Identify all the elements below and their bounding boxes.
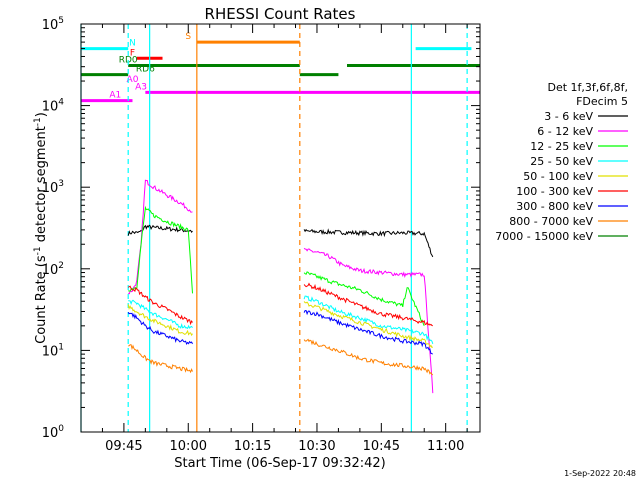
y-tick-label: 105 bbox=[42, 16, 64, 33]
series-line bbox=[303, 295, 434, 345]
series-line bbox=[303, 282, 434, 327]
flag-label: N bbox=[129, 39, 136, 49]
legend-entry-label: 800 - 7000 keV bbox=[509, 215, 593, 228]
series-line bbox=[127, 311, 193, 345]
legend-entry-label: 100 - 300 keV bbox=[516, 185, 593, 198]
legend-entry-label: 300 - 800 keV bbox=[516, 200, 593, 213]
chart-title: RHESSI Count Rates bbox=[205, 5, 356, 23]
flag-label: A1 bbox=[109, 91, 121, 101]
legend-entry-label: 25 - 50 keV bbox=[530, 155, 593, 168]
series-line bbox=[303, 247, 434, 394]
x-tick-label: 10:00 bbox=[170, 439, 207, 454]
x-tick-label: 10:45 bbox=[363, 439, 400, 454]
flag-label: S bbox=[185, 32, 191, 42]
footer-timestamp: 1-Sep-2022 20:48 bbox=[564, 469, 636, 478]
y-tick-label: 100 bbox=[42, 424, 65, 441]
series-line bbox=[303, 309, 434, 355]
legend-entry-label: 6 - 12 keV bbox=[537, 125, 593, 138]
series-line bbox=[128, 205, 193, 294]
legend-entry-label: 3 - 6 keV bbox=[544, 110, 593, 123]
y-tick-label: 104 bbox=[42, 98, 65, 115]
series-layer bbox=[127, 179, 434, 394]
legend-entry-label: 12 - 25 keV bbox=[530, 140, 593, 153]
series-line bbox=[128, 299, 193, 330]
series-line bbox=[127, 304, 193, 337]
y-axis-label: Count Rate (s-1 detector segment-1) bbox=[33, 112, 49, 344]
x-tick-label: 10:15 bbox=[234, 439, 271, 454]
series-line bbox=[127, 224, 193, 236]
plot-frame bbox=[80, 23, 481, 433]
x-tick-label: 11:00 bbox=[427, 439, 464, 454]
flag-label: A3 bbox=[135, 82, 147, 92]
y-tick-label: 101 bbox=[42, 342, 64, 359]
x-axis: 09:45 10:00 10:15 10:30 10:45 11:00 bbox=[80, 24, 468, 454]
flag-label: RD6 bbox=[136, 65, 155, 75]
x-tick-label: 10:30 bbox=[298, 439, 335, 454]
series-line bbox=[303, 271, 425, 326]
legend-title-line-2: FDecim 5 bbox=[576, 95, 628, 108]
series-line bbox=[303, 338, 434, 376]
series-line bbox=[303, 301, 434, 349]
series-line bbox=[128, 344, 193, 374]
series-line bbox=[127, 285, 193, 326]
legend-entry-label: 50 - 100 keV bbox=[523, 170, 593, 183]
legend-title-line-1: Det 1f,3f,6f,8f, bbox=[547, 81, 628, 94]
legend-entry-label: 7000 - 15000 keV bbox=[495, 230, 593, 243]
flag-label: A0 bbox=[127, 75, 139, 85]
x-tick-label: 09:45 bbox=[105, 439, 142, 454]
legend: Det 1f,3f,6f,8f, FDecim 5 3 - 6 keV 6 - 1… bbox=[495, 81, 628, 243]
flag-label: F bbox=[130, 48, 135, 58]
x-axis-label: Start Time (06-Sep-17 09:32:42) bbox=[174, 456, 385, 471]
series-line bbox=[303, 228, 434, 258]
